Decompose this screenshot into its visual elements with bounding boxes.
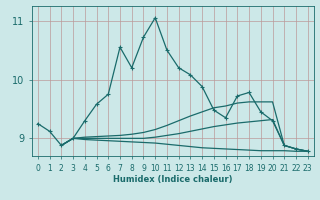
X-axis label: Humidex (Indice chaleur): Humidex (Indice chaleur) (113, 175, 233, 184)
